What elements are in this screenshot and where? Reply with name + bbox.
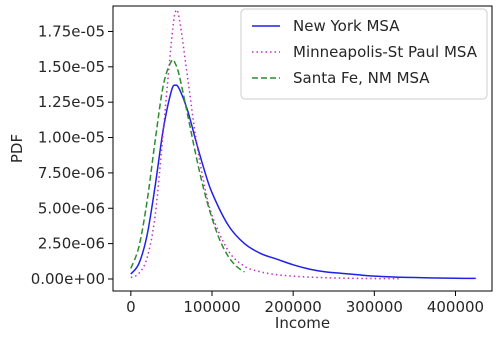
x-tick-label: 100000 bbox=[183, 298, 240, 316]
y-tick-label: 0.00e+00 bbox=[31, 270, 105, 288]
x-tick-label: 300000 bbox=[346, 298, 403, 316]
x-tick-label: 400000 bbox=[427, 298, 484, 316]
x-axis: 0 100000 200000 300000 400000 bbox=[126, 291, 484, 316]
y-tick-label: 2.50e-06 bbox=[38, 235, 105, 253]
y-axis-label: PDF bbox=[8, 134, 26, 163]
y-tick-label: 1.75e-05 bbox=[38, 22, 105, 40]
legend-label-1: New York MSA bbox=[293, 17, 400, 35]
series-line-1 bbox=[130, 84, 476, 280]
y-tick-label: 5.00e-06 bbox=[38, 199, 105, 217]
legend-label-3: Santa Fe, NM MSA bbox=[293, 69, 430, 87]
series-lines bbox=[130, 9, 476, 280]
x-axis-label: Income bbox=[275, 314, 330, 332]
series-line-3 bbox=[130, 58, 245, 273]
x-tick-label: 0 bbox=[126, 298, 136, 316]
y-tick-label: 1.50e-05 bbox=[38, 58, 105, 76]
x-tick-label: 200000 bbox=[265, 298, 322, 316]
y-tick-label: 1.25e-05 bbox=[38, 93, 105, 111]
legend-box bbox=[240, 8, 488, 100]
plot-border bbox=[112, 5, 493, 292]
y-tick-label: 7.50e-06 bbox=[38, 164, 105, 182]
legend-label-2: Minneapolis-St Paul MSA bbox=[293, 43, 478, 61]
legend: New York MSA Minneapolis-St Paul MSA Santa… bbox=[240, 8, 488, 100]
y-axis: 0.00e+00 2.50e-06 5.00e-06 7.50e-06 1.00e-05… bbox=[31, 22, 113, 288]
plot-frame bbox=[112, 5, 493, 292]
y-tick-label: 1.00e-05 bbox=[38, 129, 105, 147]
